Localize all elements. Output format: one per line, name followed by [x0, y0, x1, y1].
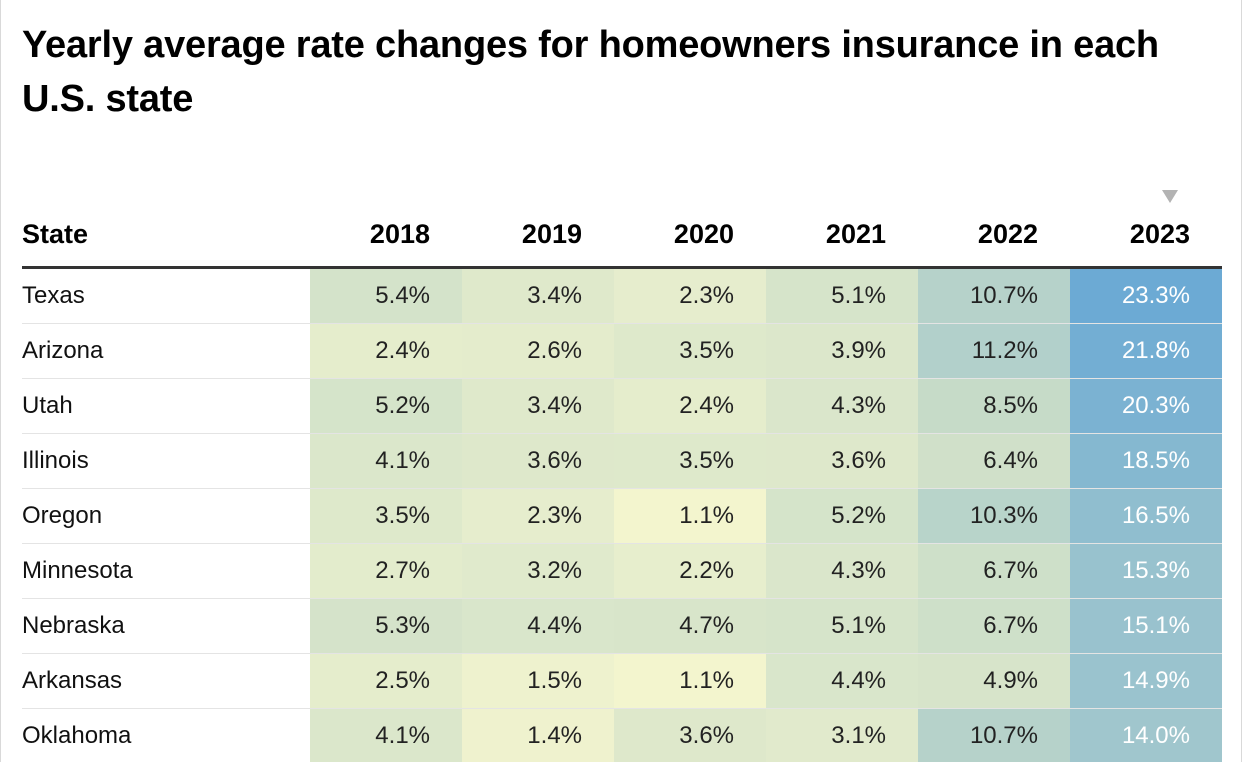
table-row: Oregon 3.5% 2.3% 1.1% 5.2% 10.3% 16.5%: [22, 488, 1222, 544]
column-header-2023[interactable]: 2023: [1070, 202, 1222, 269]
heat-cell-2019: 1.4%: [462, 708, 614, 762]
heat-cell-2018: 5.3%: [310, 598, 462, 654]
heat-cell-2019: 1.5%: [462, 653, 614, 709]
heat-cell-2021: 4.3%: [766, 378, 918, 434]
heat-cell-2022: 6.7%: [918, 543, 1070, 599]
state-name: Arizona: [22, 323, 310, 379]
column-header-2022[interactable]: 2022: [918, 202, 1070, 269]
heat-cell-2023: 21.8%: [1070, 323, 1222, 379]
heat-cell-2022: 10.3%: [918, 488, 1070, 544]
heat-cell-2023: 18.5%: [1070, 433, 1222, 489]
state-name: Texas: [22, 267, 310, 324]
heat-cell-2019: 2.3%: [462, 488, 614, 544]
heat-cell-2018: 2.4%: [310, 323, 462, 379]
state-name: Minnesota: [22, 543, 310, 599]
heat-cell-2022: 8.5%: [918, 378, 1070, 434]
table-row: Arkansas 2.5% 1.5% 1.1% 4.4% 4.9% 14.9%: [22, 653, 1222, 709]
heat-cell-2018: 4.1%: [310, 433, 462, 489]
table-row: Nebraska 5.3% 4.4% 4.7% 5.1% 6.7% 15.1%: [22, 598, 1222, 654]
heat-cell-2021: 3.1%: [766, 708, 918, 762]
heat-cell-2021: 3.6%: [766, 433, 918, 489]
state-name: Illinois: [22, 433, 310, 489]
heat-cell-2018: 2.5%: [310, 653, 462, 709]
table-row: Minnesota 2.7% 3.2% 2.2% 4.3% 6.7% 15.3%: [22, 543, 1222, 599]
state-name: Oklahoma: [22, 708, 310, 762]
table-row: Texas 5.4% 3.4% 2.3% 5.1% 10.7% 23.3%: [22, 267, 1222, 324]
heat-cell-2021: 4.4%: [766, 653, 918, 709]
table-row: Arizona 2.4% 2.6% 3.5% 3.9% 11.2% 21.8%: [22, 323, 1222, 379]
table-row: Oklahoma 4.1% 1.4% 3.6% 3.1% 10.7% 14.0%: [22, 708, 1222, 762]
heat-cell-2023: 20.3%: [1070, 378, 1222, 434]
heat-cell-2018: 5.2%: [310, 378, 462, 434]
table-row: Utah 5.2% 3.4% 2.4% 4.3% 8.5% 20.3%: [22, 378, 1222, 434]
column-header-2021[interactable]: 2021: [766, 202, 918, 269]
state-name: Nebraska: [22, 598, 310, 654]
heat-cell-2022: 10.7%: [918, 708, 1070, 762]
heat-cell-2023: 23.3%: [1070, 267, 1222, 324]
heat-cell-2020: 1.1%: [614, 488, 766, 544]
column-header-2019[interactable]: 2019: [462, 202, 614, 269]
heat-cell-2018: 3.5%: [310, 488, 462, 544]
heat-cell-2020: 3.6%: [614, 708, 766, 762]
heat-cell-2019: 3.2%: [462, 543, 614, 599]
heat-cell-2021: 5.1%: [766, 598, 918, 654]
chart-title: Yearly average rate changes for homeowne…: [22, 24, 1159, 120]
heat-cell-2018: 4.1%: [310, 708, 462, 762]
heat-cell-2019: 3.4%: [462, 267, 614, 324]
heat-cell-2020: 4.7%: [614, 598, 766, 654]
state-name: Utah: [22, 378, 310, 434]
table-row: Illinois 4.1% 3.6% 3.5% 3.6% 6.4% 18.5%: [22, 433, 1222, 489]
column-header-2018[interactable]: 2018: [310, 202, 462, 269]
header-row: State 2018 2019 2020 2021 2022 2023: [22, 202, 1222, 269]
heat-cell-2022: 4.9%: [918, 653, 1070, 709]
heat-cell-2023: 16.5%: [1070, 488, 1222, 544]
heatmap-table: State 2018 2019 2020 2021 2022 2023 Texas 5.4%…: [22, 202, 1222, 762]
heat-cell-2018: 5.4%: [310, 267, 462, 324]
heat-cell-2021: 5.2%: [766, 488, 918, 544]
heat-cell-2018: 2.7%: [310, 543, 462, 599]
heat-cell-2021: 5.1%: [766, 267, 918, 324]
column-header-2020[interactable]: 2020: [614, 202, 766, 269]
heat-cell-2020: 2.2%: [614, 543, 766, 599]
heat-cell-2022: 10.7%: [918, 267, 1070, 324]
heat-cell-2022: 6.4%: [918, 433, 1070, 489]
heat-cell-2020: 2.4%: [614, 378, 766, 434]
state-name: Arkansas: [22, 653, 310, 709]
heat-cell-2022: 6.7%: [918, 598, 1070, 654]
heat-cell-2022: 11.2%: [918, 323, 1070, 379]
state-name: Oregon: [22, 488, 310, 544]
heat-cell-2021: 4.3%: [766, 543, 918, 599]
sort-descending-icon[interactable]: [1162, 190, 1178, 203]
heat-cell-2023: 14.9%: [1070, 653, 1222, 709]
heat-cell-2019: 3.6%: [462, 433, 614, 489]
heat-cell-2019: 3.4%: [462, 378, 614, 434]
heat-cell-2020: 3.5%: [614, 323, 766, 379]
heat-cell-2019: 2.6%: [462, 323, 614, 379]
heat-cell-2020: 2.3%: [614, 267, 766, 324]
table-body: Texas 5.4% 3.4% 2.3% 5.1% 10.7% 23.3% Arizona 2.…: [22, 267, 1222, 762]
heat-cell-2023: 15.3%: [1070, 543, 1222, 599]
heat-cell-2023: 14.0%: [1070, 708, 1222, 762]
heat-cell-2020: 3.5%: [614, 433, 766, 489]
heat-cell-2021: 3.9%: [766, 323, 918, 379]
heat-cell-2020: 1.1%: [614, 653, 766, 709]
heat-cell-2019: 4.4%: [462, 598, 614, 654]
column-header-state[interactable]: State: [22, 202, 310, 269]
heat-cell-2023: 15.1%: [1070, 598, 1222, 654]
